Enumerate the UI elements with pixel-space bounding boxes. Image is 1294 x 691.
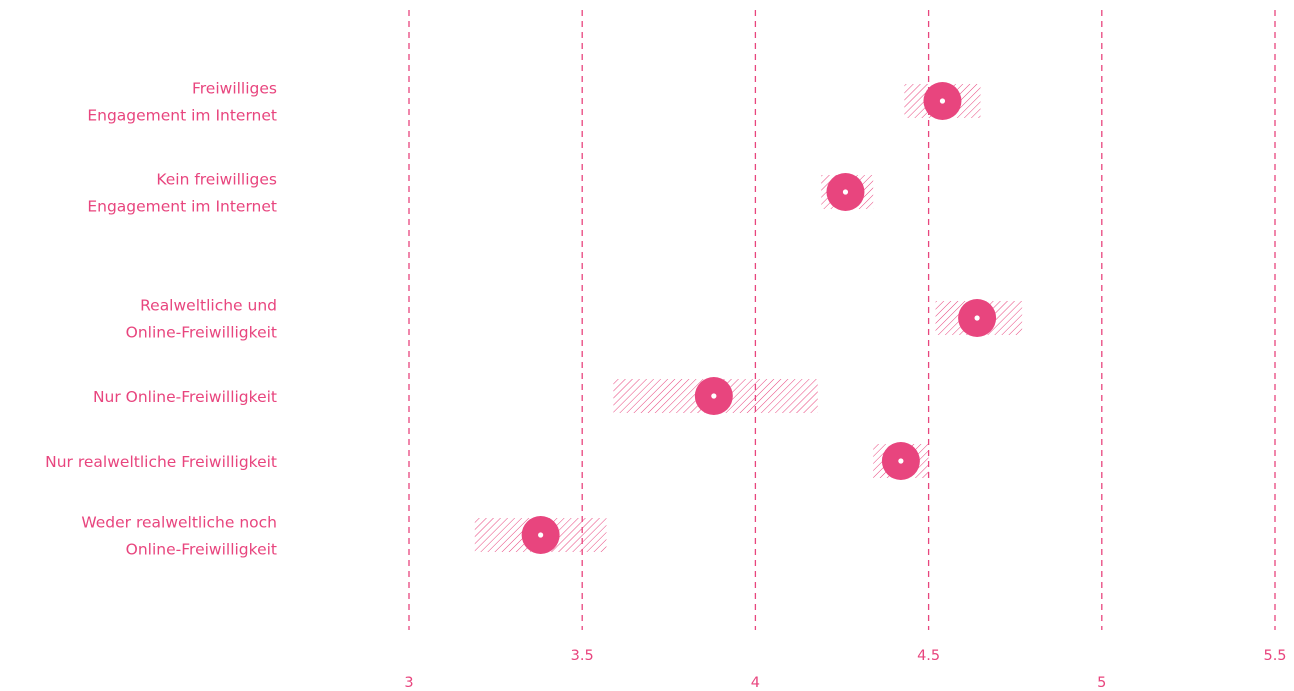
x-tick-label: 4.5 xyxy=(917,648,940,664)
category-label-line: Nur Online-Freiwilligkeit xyxy=(93,388,277,406)
x-tick-label: 5 xyxy=(1097,675,1106,691)
mean-point-center xyxy=(898,458,904,464)
mean-point-center xyxy=(974,315,980,321)
category-label-line: Realweltliche und xyxy=(140,297,277,315)
mean-points xyxy=(521,82,997,554)
mean-point-center xyxy=(538,532,544,538)
category-label-line: Online-Freiwilligkeit xyxy=(126,324,277,342)
mean-point-center xyxy=(711,393,717,399)
mean-point-center xyxy=(939,98,946,104)
x-axis-tick-labels: 3 3.5 4 4.5 5 5.5 xyxy=(404,648,1286,691)
category-label-line: Nur realweltliche Freiwilligkeit xyxy=(45,453,277,471)
category-label-line: Weder realweltliche noch xyxy=(81,514,277,532)
confidence-intervals xyxy=(474,84,1023,552)
x-tick-label: 3.5 xyxy=(571,648,594,664)
category-label-line: Kein freiwilliges xyxy=(156,171,277,189)
category-labels: Freiwilliges Engagement im Internet Kein f… xyxy=(45,80,277,559)
category-label-line: Engagement im Internet xyxy=(87,107,277,125)
mean-point-center xyxy=(842,189,849,195)
x-tick-label: 3 xyxy=(404,675,413,691)
x-tick-label: 5.5 xyxy=(1263,648,1286,664)
category-label-line: Freiwilliges xyxy=(192,80,277,98)
category-label-line: Online-Freiwilligkeit xyxy=(126,541,277,559)
category-label-line: Engagement im Internet xyxy=(87,198,277,216)
x-tick-label: 4 xyxy=(751,675,760,691)
